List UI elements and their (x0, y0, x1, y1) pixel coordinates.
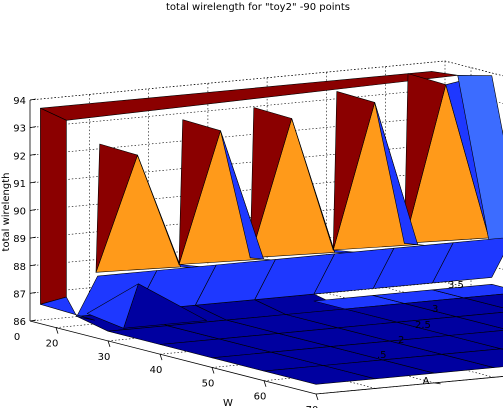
x-tick-mark (160, 354, 162, 360)
y-tick-label: 3.5 (448, 280, 464, 291)
y-axis-label: A (423, 376, 430, 387)
y-tick-mark (435, 383, 441, 384)
z-tick-label: 94 (13, 96, 26, 107)
z-tick-label: 86 (13, 317, 26, 328)
x-tick-mark (212, 367, 214, 373)
z-tick-label: 87 (13, 289, 26, 300)
z-tick-mark (30, 292, 36, 293)
z-tick-mark (30, 210, 36, 211)
x-tick-label: 30 (98, 352, 111, 363)
ridge-wall (40, 71, 457, 120)
x-tick-label: 40 (150, 365, 163, 376)
z-tick-label: 89 (13, 234, 26, 245)
z-tick-mark (30, 99, 36, 100)
z-tick-label: 90 (13, 207, 26, 218)
x-tick-mark (316, 394, 318, 400)
z-tick-mark (30, 320, 36, 321)
z-tick-mark (30, 265, 36, 266)
z-tick-mark (30, 237, 36, 238)
z-tick-label: 93 (13, 124, 26, 135)
x-tick-label: 60 (254, 392, 267, 403)
y-tick-label: 2 (398, 335, 404, 346)
x-tick-label: 20 (46, 339, 59, 350)
y-tick-label: 3 (432, 304, 438, 315)
surface-layer (40, 71, 503, 384)
x-axis-label: W (223, 398, 233, 408)
z-tick-mark (30, 182, 36, 183)
y-tick-label: .5 (377, 350, 387, 361)
z-tick-mark (30, 127, 36, 128)
z-tick-label: 88 (13, 262, 26, 273)
x-tick-mark (56, 328, 58, 334)
x-tick-mark (108, 341, 110, 347)
x-tick-mark (264, 381, 266, 387)
ridge-front (40, 108, 66, 304)
z-tick-label: 92 (13, 151, 26, 162)
y-tick-label: 0 (14, 332, 20, 343)
z-tick-label: 91 (13, 179, 26, 190)
x-tick-label: 50 (202, 378, 215, 389)
chart-title: total wirelength for "toy2" -90 points (166, 2, 350, 13)
z-tick-mark (30, 154, 36, 155)
y-tick-label: 2.5 (415, 320, 431, 331)
z-axis-label: total wirelength (1, 173, 12, 252)
